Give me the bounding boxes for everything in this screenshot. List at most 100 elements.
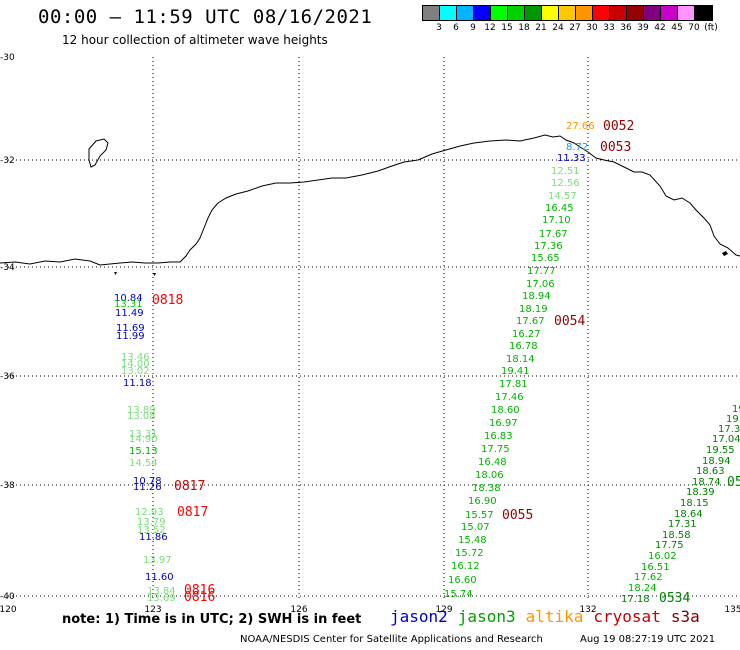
generation-timestamp: Aug 19 08:27:19 UTC 2021 [580, 634, 716, 645]
axis-tick-labels: 120 123 126 129 132 135 -30 -32 -34 -36 -38 -40 [0, 53, 740, 615]
legend-label: 12 [484, 23, 496, 33]
lat-tick-label: -36 [0, 372, 15, 382]
pass-time-label: 0817 [177, 505, 208, 520]
wave-height-value: 14.90 [129, 434, 158, 445]
wave-height-value: 17.36 [534, 241, 563, 252]
wave-height-value: 13.84 [147, 586, 176, 597]
wave-height-value: 17.77 [527, 266, 556, 277]
pass-time-label: 0052 [603, 119, 634, 134]
legend-swatch [695, 6, 712, 20]
wave-height-value: 15.13 [129, 446, 158, 457]
legend-label: 39 [637, 23, 649, 33]
satellite-legend-item: altika [525, 607, 584, 626]
wave-height-value: 14.54 [129, 458, 158, 469]
pass-time-label: 0054 [554, 314, 585, 329]
wave-height-value: 16.78 [509, 341, 538, 352]
map-subtitle: 12 hour collection of altimeter wave hei… [62, 33, 328, 47]
wave-height-value: 27.66 [566, 121, 595, 132]
wave-height-value: 18.38 [472, 483, 501, 494]
wave-height-value: 15.72 [455, 548, 484, 559]
wave-height-value: 18.74 [692, 477, 721, 488]
legend-swatch [627, 6, 644, 20]
wave-height-value: 16.48 [478, 457, 507, 468]
wave-height-value: 15.65 [531, 253, 560, 264]
wave-height-value: 18.14 [506, 354, 535, 365]
wave-height-value: 15.07 [461, 522, 490, 533]
wave-height-value: 17.75 [481, 444, 510, 455]
lat-tick-label: -38 [0, 481, 15, 491]
wave-height-value: 16.27 [512, 329, 541, 340]
legend-label: 33 [603, 23, 615, 33]
wave-height-value: 18.06 [475, 470, 504, 481]
wave-height-value: 16.45 [545, 203, 574, 214]
legend-label: 24 [552, 23, 564, 33]
satellite-legend-item: jason2 [390, 607, 448, 626]
wave-height-value: 11.86 [139, 532, 168, 543]
wave-height-value: 17.06 [526, 279, 555, 290]
wave-height-value: 18.94 [522, 291, 551, 302]
wave-height-value: 17.18 [621, 594, 650, 605]
legend-swatch [542, 6, 559, 20]
legend-swatch [610, 6, 627, 20]
legend-swatch [457, 6, 474, 20]
color-scale-labels: 3 6 9 12 15 18 21 24 27 30 33 36 39 42 45 70 (ft) [422, 23, 718, 35]
wave-height-value: 16.51 [641, 562, 670, 573]
wave-height-value: 10.84 [114, 293, 143, 304]
satellite-legend-item: cryosat [593, 607, 661, 626]
pass-time-label: 0818 [152, 293, 183, 308]
coast-dot [114, 272, 117, 275]
wave-height-value: 11.33 [557, 153, 586, 164]
wave-height-value: 18.39 [686, 487, 715, 498]
wave-height-value: 13.69 [147, 593, 176, 604]
lon-tick-label: 132 [579, 605, 596, 615]
lon-tick-label: 123 [144, 605, 161, 615]
wave-height-value: 11.26 [133, 482, 162, 493]
wave-height-value: 12.93 [135, 507, 164, 518]
wave-height-labels: 10.8413.3111.4911.6911.9913.4614.0013.02… [114, 121, 740, 605]
pass-time-label: 0055 [502, 508, 533, 523]
coast-dot [153, 273, 156, 276]
footnote: note: 1) Time is in UTC; 2) SWH is in fe… [62, 612, 362, 627]
wave-height-value: 11.99 [116, 331, 145, 342]
color-scale-legend: 3 6 9 12 15 18 21 24 27 30 33 36 39 42 45 70 (ft) [422, 5, 718, 35]
legend-label: 21 [535, 23, 547, 33]
wave-height-value: 12.51 [551, 166, 580, 177]
wave-height-value: 13.46 [121, 352, 150, 363]
lon-tick-label: 129 [435, 605, 452, 615]
legend-label: 45 [671, 23, 683, 33]
lat-tick-label: -30 [0, 53, 15, 63]
wave-height-value: 17.67 [539, 229, 568, 240]
wave-height-value: 17.62 [634, 572, 663, 583]
island-small [722, 251, 728, 256]
wave-height-value: 15.48 [458, 535, 487, 546]
legend-label: 30 [586, 23, 598, 33]
wave-height-value: 19 [732, 404, 740, 415]
lat-tick-label: -40 [0, 592, 15, 602]
legend-swatch [423, 6, 440, 20]
wave-height-value: 14.57 [548, 191, 577, 202]
pass-time-label: 0816 [184, 583, 215, 598]
wave-height-value: 10.78 [133, 476, 162, 487]
wave-height-value: 18.60 [491, 405, 520, 416]
wave-height-value: 13.08 [127, 411, 156, 422]
wave-height-value: 17.75 [655, 540, 684, 551]
wave-height-value: 17.3 [718, 424, 740, 435]
pass-time-label: 0053 [600, 140, 631, 155]
legend-swatch [474, 6, 491, 20]
legend-label: 15 [501, 23, 513, 33]
wave-height-value: 18.19 [519, 304, 548, 315]
wave-height-value: 11.49 [115, 308, 144, 319]
wave-height-value: 19.55 [706, 445, 735, 456]
pass-time-label: 0817 [174, 479, 205, 494]
wave-height-value: 19. [726, 414, 740, 425]
lat-tick-label: -34 [0, 263, 15, 273]
wave-height-value: 16.12 [451, 561, 480, 572]
lon-tick-label: 135 [724, 605, 740, 615]
legend-label: 6 [453, 23, 459, 33]
wave-height-value: 16.02 [648, 551, 677, 562]
satellite-legend: jason2 jason3 altika cryosat s3a [390, 607, 710, 626]
wave-height-value: 8.72 [566, 142, 588, 153]
wave-height-value: 13.31 [114, 299, 143, 310]
wave-height-value: 13.97 [143, 555, 172, 566]
wave-height-value: 18.63 [696, 466, 725, 477]
